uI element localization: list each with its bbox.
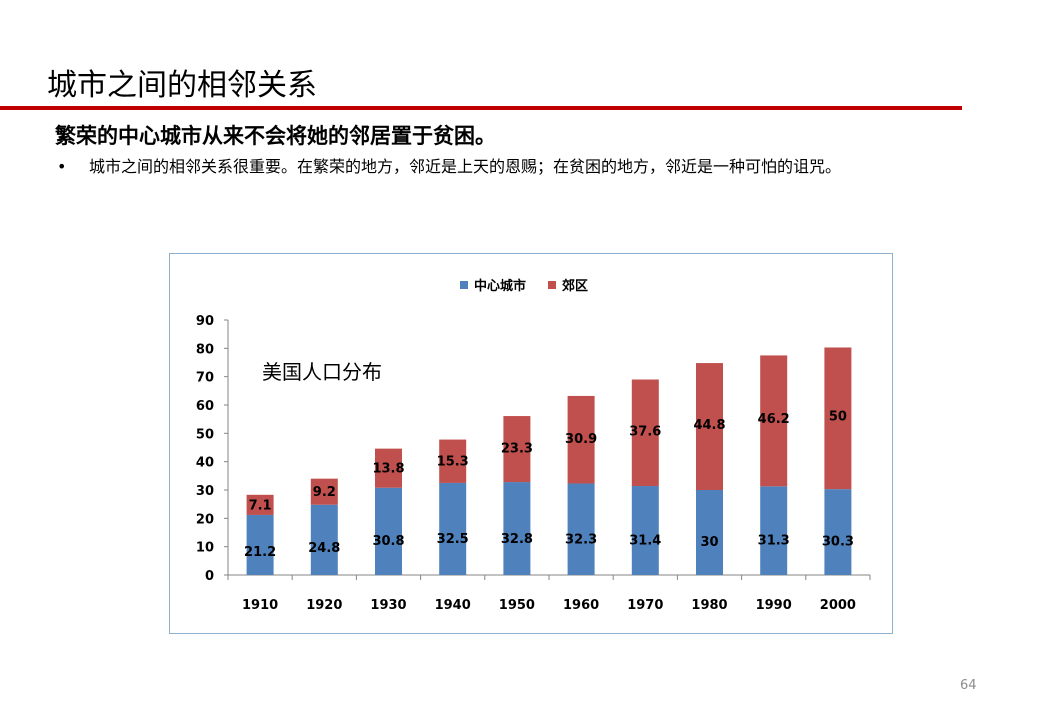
data-label: 21.2 — [244, 545, 276, 560]
legend-swatch — [460, 281, 468, 289]
slide-subtitle: 繁荣的中心城市从来不会将她的邻居置于贫困。 — [55, 124, 496, 148]
x-tick-label: 1980 — [691, 598, 727, 613]
bar-segment-suburb — [824, 347, 852, 490]
slide-title: 城市之间的相邻关系 — [47, 68, 317, 103]
data-label: 30.8 — [372, 534, 404, 549]
bar-segment-center-city — [631, 486, 659, 575]
data-label: 15.3 — [437, 454, 469, 469]
bullet-text: 城市之间的相邻关系很重要。在繁荣的地方，邻近是上天的恩赐；在贫困的地方，邻近是一… — [89, 157, 842, 176]
y-tick-label: 60 — [196, 399, 214, 414]
legend-label: 郊区 — [562, 278, 588, 294]
data-label: 46.2 — [758, 412, 790, 427]
bar-segment-suburb — [310, 478, 338, 505]
x-tick-label: 1950 — [499, 598, 535, 613]
y-tick-label: 30 — [196, 484, 214, 499]
y-tick-label: 90 — [196, 314, 214, 329]
bar-segment-center-city — [696, 490, 723, 575]
data-label: 50 — [829, 409, 847, 424]
data-label: 30.9 — [565, 432, 597, 447]
bar-segment-center-city — [503, 482, 531, 575]
legend-swatch — [548, 281, 556, 289]
data-label: 24.8 — [308, 541, 340, 556]
y-tick-label: 50 — [196, 427, 214, 442]
chart-data-labels: 21.2 7.1 24.8 9.2 30.8 13.8 32.5 15.3 32.8 23.3 32… — [244, 409, 854, 559]
x-tick-label: 1990 — [756, 598, 792, 613]
x-tick-label: 1930 — [370, 598, 406, 613]
data-label: 9.2 — [313, 485, 336, 500]
data-label: 13.8 — [372, 461, 404, 476]
y-tick-label: 0 — [205, 569, 214, 584]
bar-segment-center-city — [375, 487, 402, 575]
y-tick-label: 70 — [196, 371, 214, 386]
data-label: 31.4 — [629, 533, 661, 548]
chart-legend: 中心城市 郊区 — [460, 278, 588, 294]
x-tick-label: 1960 — [563, 598, 599, 613]
bar-segment-suburb — [567, 395, 595, 484]
data-label: 7.1 — [249, 498, 272, 513]
chart-annotation: 美国人口分布 — [262, 360, 382, 384]
data-label: 31.3 — [758, 534, 790, 549]
data-label: 32.3 — [565, 532, 597, 547]
bar-segment-center-city — [824, 489, 852, 575]
y-tick-label: 40 — [196, 456, 214, 471]
bar-segment-center-city — [310, 504, 338, 575]
bar-segment-suburb — [631, 379, 659, 487]
bar-segment-suburb — [439, 439, 467, 483]
bar-segment-center-city — [246, 514, 274, 575]
data-label: 37.6 — [629, 425, 661, 440]
data-label: 32.5 — [437, 532, 469, 547]
chart-axes: 0 10 20 30 40 50 60 70 80 90 1910 1920 1930 1940 1950 1… — [196, 314, 871, 613]
legend-label: 中心城市 — [474, 278, 526, 294]
data-label: 30 — [700, 535, 718, 550]
x-tick-label: 2000 — [820, 598, 856, 613]
bar-segment-center-city — [567, 483, 595, 575]
y-tick-label: 20 — [196, 512, 214, 527]
bar-segment-suburb — [375, 448, 402, 488]
page-number: 64 — [960, 678, 977, 693]
title-divider — [0, 106, 962, 110]
chart-bars — [246, 347, 852, 575]
bar-segment-suburb — [246, 494, 274, 515]
bar-segment-suburb — [696, 363, 723, 490]
data-label: 23.3 — [501, 442, 533, 457]
y-tick-label: 80 — [196, 342, 214, 357]
bar-segment-suburb — [503, 416, 531, 483]
x-tick-label: 1910 — [242, 598, 278, 613]
bar-segment-center-city — [760, 486, 788, 575]
stacked-bar-chart: 中心城市 郊区 美国人口分布 0 10 20 30 40 50 60 70 80 90 1910 192… — [196, 278, 871, 613]
y-tick-label: 10 — [196, 541, 214, 556]
x-tick-label: 1920 — [306, 598, 342, 613]
data-label: 44.8 — [693, 418, 725, 433]
bar-segment-suburb — [760, 355, 788, 487]
data-label: 30.3 — [822, 535, 854, 550]
bar-segment-center-city — [439, 482, 467, 575]
chart-frame: 中心城市 郊区 美国人口分布 0 10 20 30 40 50 60 70 80 90 1910 192… — [169, 253, 893, 634]
data-label: 32.8 — [501, 532, 533, 547]
x-tick-label: 1970 — [627, 598, 663, 613]
x-tick-label: 1940 — [435, 598, 471, 613]
bullet-marker: • — [57, 157, 67, 176]
